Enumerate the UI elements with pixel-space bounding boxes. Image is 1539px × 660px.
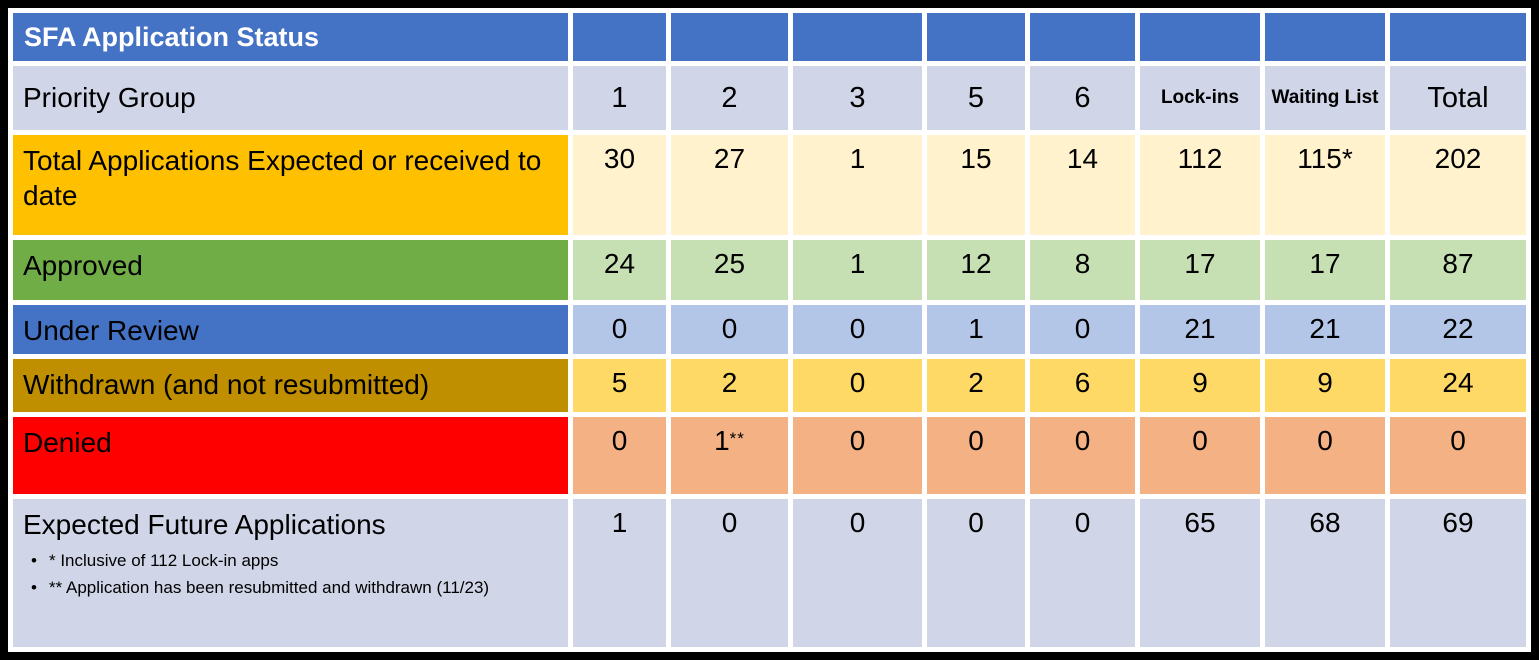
value-cell: 0 [793, 359, 922, 412]
row-label: Withdrawn (and not resubmitted) [13, 359, 568, 412]
value-cell: 0 [793, 304, 922, 355]
value-cell: 0 [927, 416, 1025, 495]
value-cell: 8 [1030, 240, 1135, 300]
column-header-total: Total [1390, 66, 1526, 130]
value-cell: 21 [1265, 304, 1385, 355]
title-cell: SFA Application Status [13, 13, 568, 61]
value-cell: 24 [573, 240, 666, 300]
table-row: Total Applications Expected or received … [13, 135, 1526, 236]
value-cell: 2 [671, 359, 788, 412]
value-cell: 9 [1140, 359, 1260, 412]
title-spacer-cell [927, 13, 1025, 61]
column-header-waiting-list: Waiting List [1265, 66, 1385, 130]
footnote-item: * Inclusive of 112 Lock-in apps [31, 550, 548, 573]
value-cell: 2 [927, 359, 1025, 412]
table-body: Total Applications Expected or received … [13, 135, 1526, 647]
value-cell: 14 [1030, 135, 1135, 236]
value-cell: 1 [793, 135, 922, 236]
row-label-text: Withdrawn (and not resubmitted) [23, 369, 430, 401]
value-cell: 115* [1265, 135, 1385, 236]
value-cell: 1 [793, 240, 922, 300]
row-label: Approved [13, 240, 568, 300]
row-label-text: Total Applications Expected or received … [23, 145, 542, 211]
sfa-status-table: SFA Application Status Priority Group 1 … [8, 8, 1531, 652]
row-label: Total Applications Expected or received … [13, 135, 568, 236]
row-label: Expected Future Applications * Inclusive … [13, 499, 568, 647]
value-cell: 0 [793, 416, 922, 495]
column-header-row: Priority Group 1 2 3 5 6 Lock-ins Waitin… [13, 66, 1526, 130]
row-label-text: Under Review [23, 314, 199, 346]
value-cell: 24 [1390, 359, 1526, 412]
value-cell: 65 [1140, 499, 1260, 647]
row-label-text: Approved [23, 250, 143, 282]
title-row: SFA Application Status [13, 13, 1526, 61]
value-cell: 1** [671, 416, 788, 495]
row-label: Denied [13, 416, 568, 495]
value-cell: 22 [1390, 304, 1526, 355]
value-cell: 0 [1030, 499, 1135, 647]
footnote-marker: * [1341, 143, 1353, 174]
value-cell: 25 [671, 240, 788, 300]
value-cell: 87 [1390, 240, 1526, 300]
value-cell: 68 [1265, 499, 1385, 647]
value-cell: 6 [1030, 359, 1135, 412]
value-cell: 27 [671, 135, 788, 236]
value-cell: 0 [671, 499, 788, 647]
title-spacer-cell [671, 13, 788, 61]
column-header-lock-ins: Lock-ins [1140, 66, 1260, 130]
footnote-item: ** Application has been resubmitted and … [31, 577, 548, 600]
row-header-label: Priority Group [13, 66, 568, 130]
title-spacer-cell [793, 13, 922, 61]
footnote-list: * Inclusive of 112 Lock-in apps ** Applic… [23, 550, 558, 600]
value-cell: 0 [1030, 304, 1135, 355]
table-row: Under Review 0 0 0 1 0 21 21 22 [13, 304, 1526, 355]
title-spacer-cell [1140, 13, 1260, 61]
value-cell: 9 [1265, 359, 1385, 412]
value-cell: 0 [1030, 416, 1135, 495]
title-spacer-cell [1390, 13, 1526, 61]
value-cell: 202 [1390, 135, 1526, 236]
value-cell: 112 [1140, 135, 1260, 236]
footnote-marker: ** [729, 428, 745, 448]
value-cell: 21 [1140, 304, 1260, 355]
value-cell: 5 [573, 359, 666, 412]
value-cell: 1 [573, 499, 666, 647]
row-label-text: Expected Future Applications [23, 509, 386, 541]
value-cell: 12 [927, 240, 1025, 300]
table-row: Approved 24 25 1 12 8 17 17 87 [13, 240, 1526, 300]
value-cell: 0 [927, 499, 1025, 647]
row-label-text: Denied [23, 426, 112, 458]
value-cell: 0 [1140, 416, 1260, 495]
column-header-group-5: 5 [927, 66, 1025, 130]
value-cell: 15 [927, 135, 1025, 236]
value-cell: 0 [1390, 416, 1526, 495]
value-cell: 0 [573, 416, 666, 495]
table-row: Expected Future Applications * Inclusive … [13, 499, 1526, 647]
title-spacer-cell [573, 13, 666, 61]
value-cell: 1 [927, 304, 1025, 355]
value-cell: 0 [671, 304, 788, 355]
value-cell: 69 [1390, 499, 1526, 647]
table-row: Denied 0 1** 0 0 0 0 0 0 [13, 416, 1526, 495]
column-header-group-6: 6 [1030, 66, 1135, 130]
value-cell: 0 [793, 499, 922, 647]
value-cell: 30 [573, 135, 666, 236]
value-cell: 0 [573, 304, 666, 355]
table-row: Withdrawn (and not resubmitted) 5 2 0 2 6 9 9 24 [13, 359, 1526, 412]
title-spacer-cell [1030, 13, 1135, 61]
title-spacer-cell [1265, 13, 1385, 61]
value-cell: 0 [1265, 416, 1385, 495]
column-header-group-1: 1 [573, 66, 666, 130]
column-header-group-2: 2 [671, 66, 788, 130]
column-header-group-3: 3 [793, 66, 922, 130]
value-cell: 17 [1265, 240, 1385, 300]
page-title: SFA Application Status [24, 21, 320, 52]
value-cell: 17 [1140, 240, 1260, 300]
row-label: Under Review [13, 304, 568, 355]
